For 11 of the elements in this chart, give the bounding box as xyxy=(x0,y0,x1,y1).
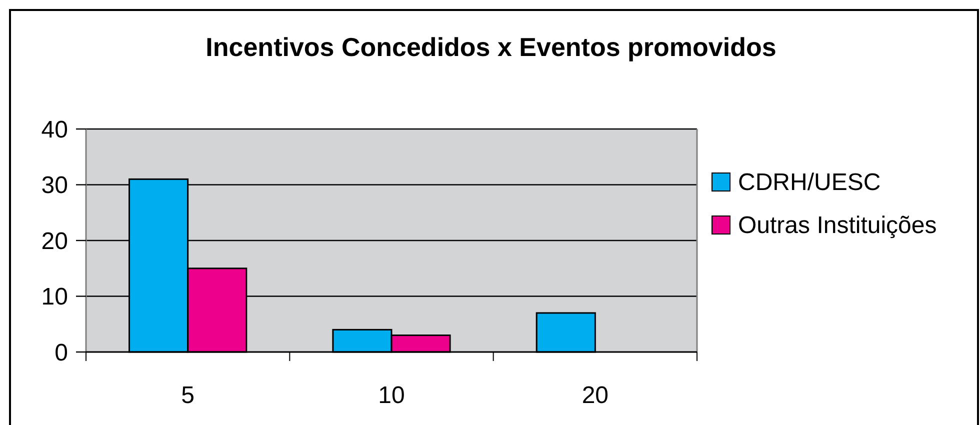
chart-title: Incentivos Concedidos x Eventos promovidos xyxy=(206,32,776,62)
x-tick-label: 5 xyxy=(181,382,195,409)
x-tick-label: 10 xyxy=(378,382,405,409)
y-tick-label: 0 xyxy=(54,339,68,366)
legend-label: Outras Instituições xyxy=(738,212,937,239)
legend-label: CDRH/UESC xyxy=(738,169,881,196)
y-tick-label: 10 xyxy=(41,284,68,311)
y-tick-label: 20 xyxy=(41,228,68,255)
y-tick-label: 30 xyxy=(41,172,68,200)
x-tick-label: 20 xyxy=(582,382,609,409)
y-tick-label: 40 xyxy=(41,116,68,144)
